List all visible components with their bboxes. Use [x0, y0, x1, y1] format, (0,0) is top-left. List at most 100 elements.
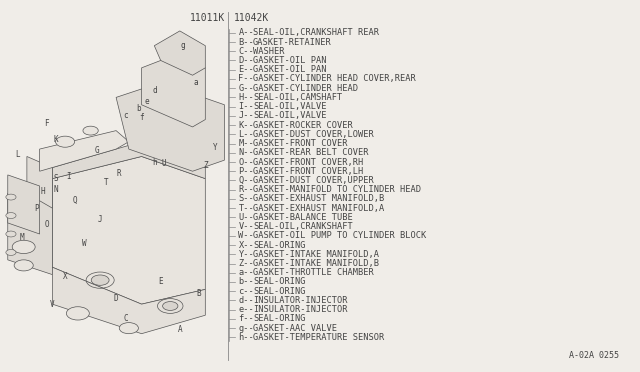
Text: H: H — [40, 187, 45, 196]
Text: M--: M-- — [239, 139, 254, 148]
Text: V--: V-- — [239, 222, 254, 231]
Text: d: d — [152, 86, 157, 94]
Text: R--: R-- — [239, 185, 254, 194]
Polygon shape — [52, 267, 205, 334]
Circle shape — [6, 250, 16, 256]
Text: B--: B-- — [239, 38, 254, 46]
Text: GASKET-FRONT COVER: GASKET-FRONT COVER — [253, 139, 348, 148]
Text: G: G — [95, 147, 99, 155]
Text: GASKET-OIL PAN: GASKET-OIL PAN — [253, 65, 326, 74]
Polygon shape — [116, 83, 225, 171]
Text: b: b — [136, 104, 141, 113]
Text: INSULATOR-INJECTOR: INSULATOR-INJECTOR — [253, 296, 348, 305]
Text: b--: b-- — [239, 278, 254, 286]
Text: e: e — [145, 97, 149, 106]
Text: GASKET-DUST COVER,UPPER: GASKET-DUST COVER,UPPER — [253, 176, 374, 185]
Text: GASKET-CYLINDER HEAD COVER,REAR: GASKET-CYLINDER HEAD COVER,REAR — [253, 74, 416, 83]
Circle shape — [6, 212, 16, 218]
Circle shape — [56, 136, 75, 147]
Text: K--: K-- — [239, 121, 254, 129]
Polygon shape — [52, 142, 205, 179]
Text: GASKET-INTAKE MANIFOLD,B: GASKET-INTAKE MANIFOLD,B — [253, 259, 379, 268]
Text: C--: C-- — [239, 47, 254, 56]
Text: Z: Z — [203, 161, 207, 170]
Text: h--: h-- — [239, 333, 254, 342]
Text: I: I — [66, 172, 70, 181]
Text: g: g — [180, 41, 186, 50]
Circle shape — [92, 275, 109, 285]
Text: c: c — [124, 111, 128, 121]
Text: 11011K: 11011K — [189, 13, 225, 23]
Text: GASKET-DUST COVER,LOWER: GASKET-DUST COVER,LOWER — [253, 130, 374, 139]
Text: SEAL-OIL,VALVE: SEAL-OIL,VALVE — [253, 102, 326, 111]
Text: GASKET-EXHAUST MANIFOLD,A: GASKET-EXHAUST MANIFOLD,A — [253, 203, 385, 213]
Text: SEAL-OIL,CRANKSHAFT REAR: SEAL-OIL,CRANKSHAFT REAR — [253, 28, 379, 37]
Text: G--: G-- — [239, 84, 254, 93]
Polygon shape — [40, 131, 129, 171]
Text: D--: D-- — [239, 56, 254, 65]
Text: T: T — [104, 178, 109, 187]
Text: N: N — [53, 185, 58, 194]
Text: L: L — [15, 150, 20, 159]
Text: GASKET-MANIFOLD TO CYLINDER HEAD: GASKET-MANIFOLD TO CYLINDER HEAD — [253, 185, 421, 194]
Text: WASHER: WASHER — [253, 47, 285, 56]
Text: INSULATOR-INJECTOR: INSULATOR-INJECTOR — [253, 305, 348, 314]
Text: GASKET-FRONT COVER,LH: GASKET-FRONT COVER,LH — [253, 167, 364, 176]
Text: SEAL-OIL,CRANKSHAFT: SEAL-OIL,CRANKSHAFT — [253, 222, 353, 231]
Text: B: B — [196, 289, 201, 298]
Text: U--: U-- — [239, 213, 254, 222]
Text: h: h — [152, 157, 157, 167]
Text: A: A — [177, 326, 182, 334]
Text: SEAL-ORING: SEAL-ORING — [253, 287, 305, 296]
Polygon shape — [27, 157, 52, 208]
Text: SEAL-ORING: SEAL-ORING — [253, 278, 305, 286]
Text: S--: S-- — [239, 195, 254, 203]
Text: X: X — [63, 272, 67, 281]
Text: GASKET-BALANCE TUBE: GASKET-BALANCE TUBE — [253, 213, 353, 222]
Text: F: F — [44, 119, 48, 128]
Text: D: D — [114, 294, 118, 303]
Text: W--: W-- — [239, 231, 254, 240]
Polygon shape — [154, 31, 205, 75]
Circle shape — [6, 231, 16, 237]
Text: A--: A-- — [239, 28, 254, 37]
Text: GASKET-TEMPERATURE SENSOR: GASKET-TEMPERATURE SENSOR — [253, 333, 385, 342]
Text: J: J — [98, 215, 102, 224]
Text: 11042K: 11042K — [234, 13, 269, 23]
Text: GASKET-RETAINER: GASKET-RETAINER — [253, 38, 332, 46]
Text: d--: d-- — [239, 296, 254, 305]
Text: a: a — [193, 78, 198, 87]
Polygon shape — [141, 53, 205, 127]
Text: SEAL-ORING: SEAL-ORING — [253, 314, 305, 323]
Circle shape — [14, 260, 33, 271]
Polygon shape — [8, 179, 52, 275]
Text: Q--: Q-- — [239, 176, 254, 185]
Text: Y--: Y-- — [239, 250, 254, 259]
Text: I--: I-- — [239, 102, 254, 111]
Text: SEAL-OIL,VALVE: SEAL-OIL,VALVE — [253, 111, 326, 121]
Circle shape — [119, 323, 138, 334]
Text: GASKET-OIL PUMP TO CYLINDER BLOCK: GASKET-OIL PUMP TO CYLINDER BLOCK — [253, 231, 426, 240]
Text: C: C — [124, 314, 128, 323]
Text: GASKET-ROCKER COVER: GASKET-ROCKER COVER — [253, 121, 353, 129]
Text: f--: f-- — [239, 314, 254, 323]
Text: V: V — [50, 300, 54, 309]
Text: E--: E-- — [239, 65, 254, 74]
Text: SEAL-OIL,CAMSHAFT: SEAL-OIL,CAMSHAFT — [253, 93, 342, 102]
Text: SEAL-ORING: SEAL-ORING — [253, 241, 305, 250]
Text: J--: J-- — [239, 111, 254, 121]
Text: H--: H-- — [239, 93, 254, 102]
Text: GASKET-THROTTLE CHAMBER: GASKET-THROTTLE CHAMBER — [253, 268, 374, 277]
Text: F--: F-- — [239, 74, 254, 83]
Text: E: E — [158, 278, 163, 286]
Text: P: P — [34, 203, 39, 213]
Text: GASKET-INTAKE MANIFOLD,A: GASKET-INTAKE MANIFOLD,A — [253, 250, 379, 259]
Text: GASKET-OIL PAN: GASKET-OIL PAN — [253, 56, 326, 65]
Text: c--: c-- — [239, 287, 254, 296]
Text: K: K — [53, 135, 58, 144]
Polygon shape — [52, 157, 205, 304]
Text: O--: O-- — [239, 157, 254, 167]
Text: Q: Q — [72, 196, 77, 205]
Text: L--: L-- — [239, 130, 254, 139]
Circle shape — [67, 307, 90, 320]
